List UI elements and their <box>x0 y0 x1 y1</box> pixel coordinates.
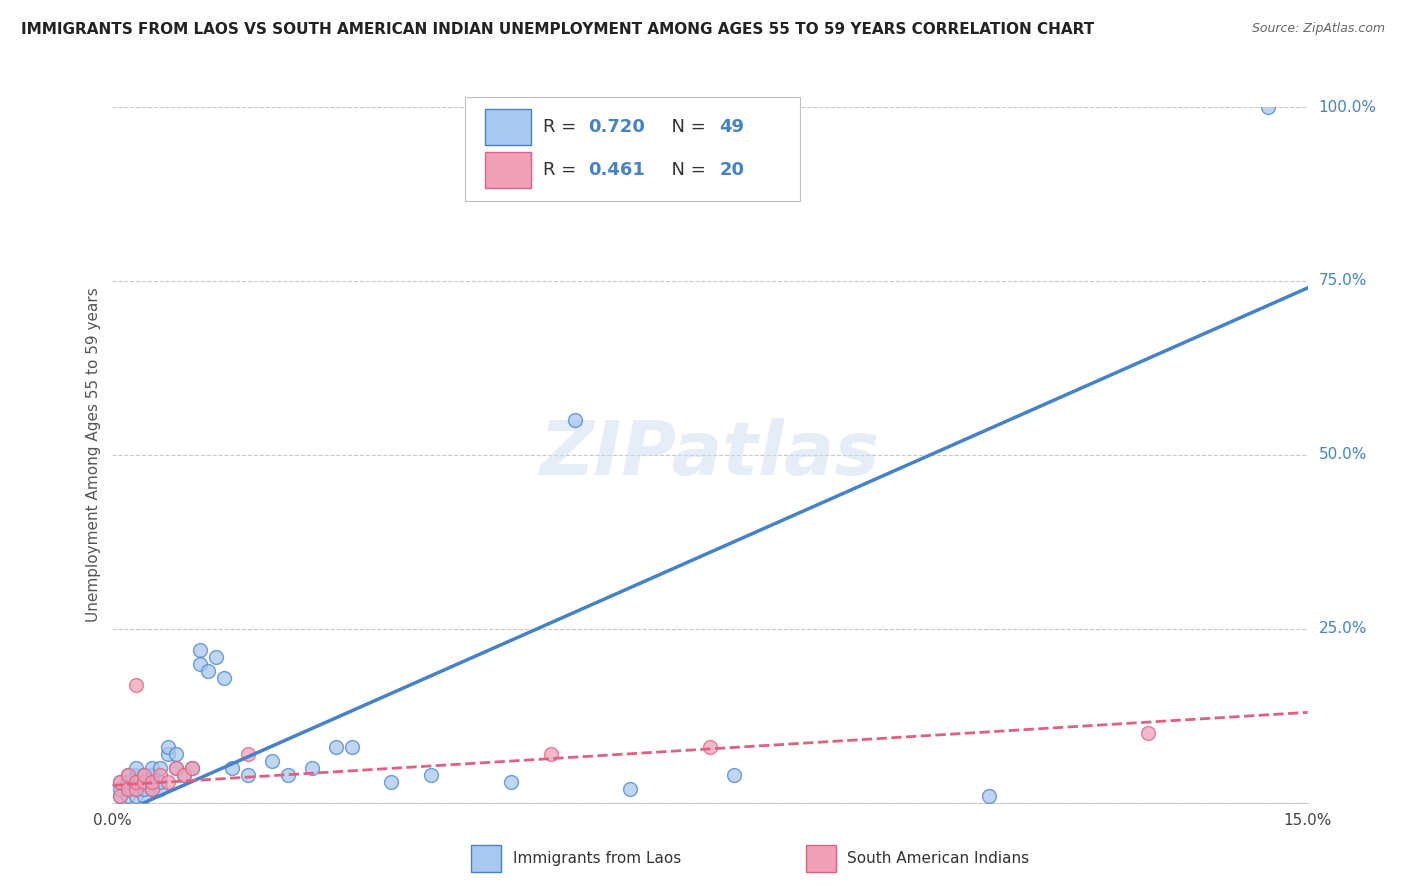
Point <box>125 781 148 796</box>
Point <box>125 775 148 789</box>
Point <box>165 761 187 775</box>
Text: 49: 49 <box>720 119 745 136</box>
Text: 50.0%: 50.0% <box>1319 448 1367 462</box>
Point <box>110 781 132 796</box>
Point <box>236 768 259 782</box>
Text: R =: R = <box>543 161 582 179</box>
Point <box>157 775 180 789</box>
Point <box>149 775 172 789</box>
Point <box>134 768 156 782</box>
Point <box>540 747 562 761</box>
Point <box>149 761 172 775</box>
Point <box>205 649 228 664</box>
Point <box>157 747 180 761</box>
FancyBboxPatch shape <box>806 845 835 872</box>
Point <box>134 781 156 796</box>
Point <box>699 740 721 755</box>
Point <box>125 775 148 789</box>
Text: N =: N = <box>659 161 711 179</box>
Point <box>125 789 148 803</box>
Point <box>117 789 139 803</box>
Text: Immigrants from Laos: Immigrants from Laos <box>513 851 681 866</box>
Text: ZIPatlas: ZIPatlas <box>540 418 880 491</box>
Point <box>149 768 172 782</box>
Point <box>117 775 139 789</box>
Point <box>619 781 641 796</box>
Point <box>117 781 139 796</box>
Point <box>260 754 283 768</box>
Point <box>165 747 187 761</box>
Text: R =: R = <box>543 119 582 136</box>
Point <box>117 781 139 796</box>
Point <box>125 781 148 796</box>
Point <box>212 671 235 685</box>
FancyBboxPatch shape <box>471 845 501 872</box>
Point <box>173 768 195 782</box>
FancyBboxPatch shape <box>485 153 531 188</box>
Point <box>134 789 156 803</box>
Point <box>110 789 132 803</box>
Point <box>277 768 299 782</box>
Text: 100.0%: 100.0% <box>1319 100 1376 114</box>
Point <box>1257 100 1279 114</box>
FancyBboxPatch shape <box>465 96 800 201</box>
Point <box>197 664 219 678</box>
Point <box>134 775 156 789</box>
Point <box>340 740 363 755</box>
Point <box>125 677 148 691</box>
Text: 20: 20 <box>720 161 745 179</box>
Point <box>188 657 211 671</box>
Text: 75.0%: 75.0% <box>1319 274 1367 288</box>
Point <box>181 761 204 775</box>
Point <box>125 768 148 782</box>
Point <box>221 761 243 775</box>
Point <box>134 775 156 789</box>
Point <box>110 789 132 803</box>
Point <box>134 768 156 782</box>
Point <box>977 789 1000 803</box>
Point <box>723 768 745 782</box>
Text: 25.0%: 25.0% <box>1319 622 1367 636</box>
Point <box>380 775 402 789</box>
Text: N =: N = <box>659 119 711 136</box>
Point <box>141 768 163 782</box>
Point <box>1137 726 1160 740</box>
Point <box>110 775 132 789</box>
Point <box>141 775 163 789</box>
Point <box>125 761 148 775</box>
Point <box>141 761 163 775</box>
Point <box>165 761 187 775</box>
Y-axis label: Unemployment Among Ages 55 to 59 years: Unemployment Among Ages 55 to 59 years <box>86 287 101 623</box>
Point <box>141 781 163 796</box>
FancyBboxPatch shape <box>485 109 531 145</box>
Text: 0.461: 0.461 <box>588 161 645 179</box>
Point <box>110 775 132 789</box>
Point <box>325 740 347 755</box>
Point <box>117 768 139 782</box>
Point <box>141 781 163 796</box>
Point <box>420 768 443 782</box>
Point <box>149 781 172 796</box>
Point <box>564 413 586 427</box>
Point <box>301 761 323 775</box>
Text: South American Indians: South American Indians <box>848 851 1029 866</box>
Point <box>499 775 522 789</box>
Text: Source: ZipAtlas.com: Source: ZipAtlas.com <box>1251 22 1385 36</box>
Point <box>141 775 163 789</box>
Point <box>188 642 211 657</box>
Point <box>157 740 180 755</box>
Point <box>236 747 259 761</box>
Point <box>173 768 195 782</box>
Text: 0.720: 0.720 <box>588 119 645 136</box>
Text: IMMIGRANTS FROM LAOS VS SOUTH AMERICAN INDIAN UNEMPLOYMENT AMONG AGES 55 TO 59 Y: IMMIGRANTS FROM LAOS VS SOUTH AMERICAN I… <box>21 22 1094 37</box>
Point <box>117 768 139 782</box>
Point <box>181 761 204 775</box>
